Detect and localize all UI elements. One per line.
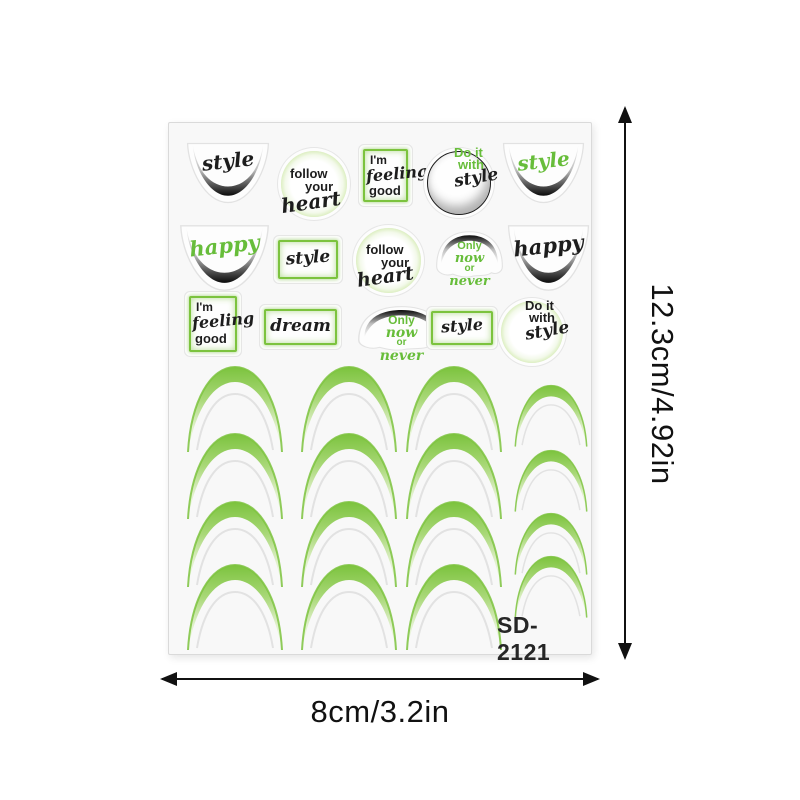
sticker-text: now — [385, 325, 418, 341]
nail-tip-text-sticker: style — [185, 141, 271, 205]
circle-text-sticker: follow your heart — [279, 151, 347, 219]
rect-text-sticker: I'm feeling good — [363, 149, 429, 202]
nail-tip-text-sticker: happy — [506, 223, 591, 293]
circle-text-sticker: follow your heart — [356, 228, 421, 293]
sticker-text: dream — [270, 316, 331, 336]
rect-text-sticker: dream — [264, 309, 337, 345]
sticker-text: with — [529, 310, 555, 325]
french-tip-crescent-sticker — [187, 564, 283, 651]
dome-text-sticker: Only now or never — [354, 304, 449, 376]
french-tip-crescent-sticker — [406, 564, 502, 651]
sticker-text: never — [449, 274, 490, 289]
rect-text-sticker: I'm feeling good — [189, 296, 255, 352]
sticker-text: good — [195, 331, 227, 346]
sticker-text: heart — [355, 262, 416, 292]
sticker-text: Do it — [525, 298, 554, 313]
sticker-text: your — [305, 179, 334, 194]
arrow-right-icon — [583, 672, 600, 686]
sticker-text: I'm — [370, 153, 387, 167]
sticker-text: heart — [279, 185, 343, 219]
width-dimension-arrow — [160, 672, 600, 686]
sticker-text: with — [458, 157, 484, 172]
sticker-text: Do it — [454, 145, 483, 160]
sticker-text: follow — [290, 166, 328, 181]
sticker-text: Only — [457, 240, 482, 252]
height-dimension-label: 12.3cm/4.92in — [645, 283, 680, 485]
french-tip-crescent-sticker — [514, 555, 588, 619]
sticker-text: follow — [366, 242, 404, 257]
rect-text-sticker: style — [278, 240, 338, 279]
french-tip-crescent-sticker — [301, 564, 397, 651]
arrow-left-icon — [160, 672, 177, 686]
sticker-text: I'm — [196, 300, 213, 314]
arrow-down-icon — [618, 643, 632, 660]
sticker-text: or — [464, 263, 475, 274]
sticker-text: style — [523, 317, 571, 345]
height-dimension-arrow — [618, 106, 632, 660]
product-code: SD-2121 — [497, 612, 551, 665]
circle-text-sticker: Do it with style — [501, 298, 571, 363]
sticker-text: style — [452, 164, 500, 192]
sticker-text: or — [396, 337, 407, 348]
sticker-text: Only — [388, 313, 415, 327]
sticker-text: now — [454, 251, 485, 266]
rect-text-sticker: style — [431, 311, 493, 345]
sticker-text: style — [440, 314, 484, 337]
french-tip-crescent-sticker — [514, 449, 588, 513]
sticker-text: your — [381, 255, 410, 270]
sticker-text: never — [379, 348, 424, 364]
sticker-sheet: style follow your heart I'm feeling good… — [168, 122, 592, 665]
circle-text-sticker: Do it with style — [427, 146, 500, 215]
sticker-text: good — [369, 183, 401, 198]
width-dimension-label: 8cm/3.2in — [310, 694, 450, 729]
nail-tip-text-sticker: style — [501, 141, 586, 205]
nail-tip-text-sticker: happy — [178, 223, 271, 293]
sticker-text: feeling — [191, 308, 255, 333]
sticker-text: style — [285, 246, 331, 270]
dome-text-sticker: Only now or never — [433, 229, 506, 299]
sticker-text: feeling — [365, 161, 429, 186]
french-tip-crescent-sticker — [514, 384, 588, 448]
arrow-up-icon — [618, 106, 632, 123]
